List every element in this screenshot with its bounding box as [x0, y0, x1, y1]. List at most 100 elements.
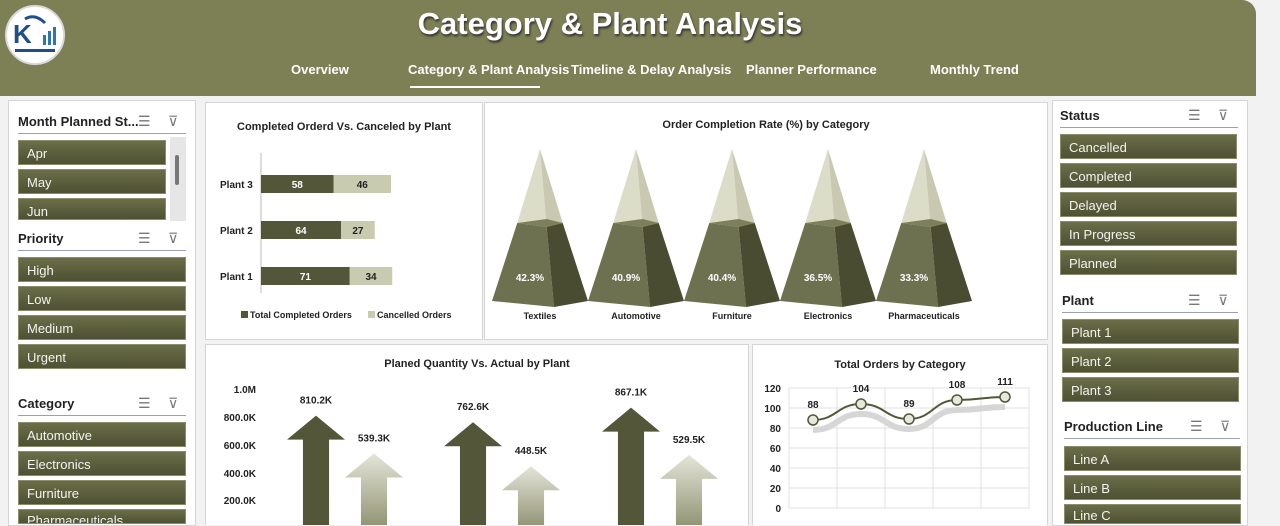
- data-label: 46: [357, 180, 369, 191]
- slicer-item-low[interactable]: Low: [18, 286, 186, 311]
- pyramid-front: [876, 223, 938, 307]
- multi-select-icon[interactable]: ☰: [1190, 418, 1203, 434]
- multi-select-icon[interactable]: ☰: [1188, 292, 1201, 308]
- line-chart: 120 100 80 60 40 20 0 88 104 89 108 111: [764, 377, 1030, 515]
- slicer-divider: [18, 250, 186, 251]
- tab-overview[interactable]: Overview: [291, 62, 349, 77]
- pyramid-level-top: [901, 219, 947, 227]
- slicer-item-completed[interactable]: Completed: [1060, 163, 1237, 188]
- planned-arrow: [602, 407, 660, 525]
- slicer-title-month: Month Planned St...: [18, 114, 139, 129]
- multi-select-icon[interactable]: ☰: [1188, 107, 1201, 123]
- slicer-item-delayed[interactable]: Delayed: [1060, 192, 1237, 217]
- clear-filter-icon[interactable]: ⊽: [1218, 107, 1229, 123]
- slicer-item-jun[interactable]: Jun: [18, 198, 166, 220]
- slicer-item-in-progress[interactable]: In Progress: [1060, 221, 1237, 246]
- pyramid-top-left: [517, 149, 547, 227]
- data-label: 33.3%: [900, 273, 928, 284]
- pyramid-top-right: [540, 149, 563, 227]
- clear-filter-icon[interactable]: ⊽: [1220, 418, 1231, 434]
- slicer-item-may[interactable]: May: [18, 169, 166, 194]
- data-point: [999, 391, 1011, 403]
- pyramid-level-top: [517, 219, 563, 227]
- slicer-item-planned[interactable]: Planned: [1060, 250, 1237, 275]
- pyramid-top-right: [732, 149, 755, 227]
- data-point: [807, 414, 819, 426]
- clear-filter-icon[interactable]: ⊽: [168, 395, 179, 411]
- slicer-divider: [18, 133, 186, 134]
- slicer-item-line-c[interactable]: Line C: [1064, 504, 1241, 524]
- scrollbar-thumb[interactable]: [175, 155, 179, 185]
- chart-completion-rate: Order Completion Rate (%) by Category 42…: [484, 102, 1048, 340]
- pyramid-top-left: [709, 149, 739, 227]
- data-label: 104: [853, 384, 870, 395]
- data-label: 58: [292, 180, 304, 191]
- chart-total-orders: Total Orders by Category 120 100 80 60 40 20 0…: [752, 344, 1048, 525]
- y-tick-label: 1.0M: [234, 385, 256, 396]
- slicer-item-urgent[interactable]: Urgent: [18, 344, 186, 369]
- data-point: [903, 413, 915, 425]
- pyramid-front: [492, 223, 554, 307]
- slicer-item-medium[interactable]: Medium: [18, 315, 186, 340]
- clear-filter-icon[interactable]: ⊽: [168, 230, 179, 246]
- slicer-item-cancelled[interactable]: Cancelled: [1060, 134, 1237, 159]
- legend-label: Total Completed Orders: [250, 310, 352, 320]
- slicer-item-plant-2[interactable]: Plant 2: [1062, 348, 1239, 373]
- tab-planner-performance[interactable]: Planner Performance: [746, 62, 877, 77]
- slicer-item-electronics[interactable]: Electronics: [18, 451, 186, 476]
- slicer-divider: [1060, 127, 1238, 128]
- line-shadow: [812, 404, 1006, 433]
- slicer-item-line-a[interactable]: Line A: [1064, 446, 1241, 471]
- legend-swatch: [241, 311, 248, 318]
- slicer-scrollbar[interactable]: [170, 137, 186, 221]
- completed-bar: [261, 267, 350, 285]
- category-label: Plant 2: [220, 226, 253, 237]
- multi-select-icon[interactable]: ☰: [138, 395, 151, 411]
- data-point: [855, 398, 867, 410]
- multi-select-icon[interactable]: ☰: [138, 113, 151, 129]
- completed-bar: [261, 175, 334, 193]
- slicer-item-high[interactable]: High: [18, 257, 186, 282]
- legend-label: Cancelled Orders: [377, 310, 452, 320]
- slicer-item-line-b[interactable]: Line B: [1064, 475, 1241, 500]
- y-tick-label: 80: [770, 424, 782, 435]
- cancelled-bar: [341, 221, 375, 239]
- legend-swatch: [368, 311, 375, 318]
- tab-category-plant-analysis[interactable]: Category & Plant Analysis: [408, 62, 570, 77]
- category-label: Plant 3: [220, 180, 253, 191]
- cancelled-bar: [349, 267, 393, 285]
- tab-monthly-trend[interactable]: Monthly Trend: [930, 62, 1019, 77]
- slicer-item-furniture[interactable]: Furniture: [18, 480, 186, 505]
- data-label: 108: [949, 380, 966, 391]
- pyramid-side: [930, 223, 972, 307]
- clear-filter-icon[interactable]: ⊽: [168, 113, 179, 129]
- actual-arrow: [502, 466, 560, 525]
- slicer-title-production-line: Production Line: [1064, 419, 1163, 434]
- slicer-item-apr[interactable]: Apr: [18, 140, 166, 165]
- data-label: 448.5K: [515, 446, 548, 457]
- y-tick-label: 600.0K: [224, 441, 257, 452]
- pyramid-side: [546, 223, 588, 307]
- data-label: 36.5%: [804, 273, 832, 284]
- chart-title: Completed Orderd Vs. Canceled by Plant: [237, 121, 451, 133]
- chart-completed-vs-cancelled: Completed Orderd Vs. Canceled by Plant P…: [205, 102, 483, 340]
- slicer-item-plant-1[interactable]: Plant 1: [1062, 319, 1239, 344]
- pyramid-top-left: [613, 149, 643, 227]
- slicer-title-status: Status: [1060, 108, 1100, 123]
- tab-timeline-delay-analysis[interactable]: Timeline & Delay Analysis: [571, 62, 732, 77]
- pyramid-level-top: [613, 219, 659, 227]
- multi-select-icon[interactable]: ☰: [138, 230, 151, 246]
- chart-title: Total Orders by Category: [834, 359, 966, 371]
- planned-arrow: [444, 422, 502, 525]
- clear-filter-icon[interactable]: ⊽: [1218, 292, 1229, 308]
- slicer-item-plant-3[interactable]: Plant 3: [1062, 377, 1239, 402]
- actual-arrow: [660, 454, 718, 525]
- chart-planned-vs-actual: Planed Quantity Vs. Actual by Plant 1.0M…: [205, 344, 749, 525]
- data-label: 88: [807, 400, 819, 411]
- data-label: 40.4%: [708, 273, 736, 284]
- data-label: 34: [365, 272, 377, 283]
- slicer-item-pharmaceuticals[interactable]: Pharmaceuticals: [18, 509, 186, 524]
- data-label: 810.2K: [300, 396, 333, 407]
- slicer-item-automotive[interactable]: Automotive: [18, 422, 186, 447]
- chart-title: Planed Quantity Vs. Actual by Plant: [384, 358, 570, 370]
